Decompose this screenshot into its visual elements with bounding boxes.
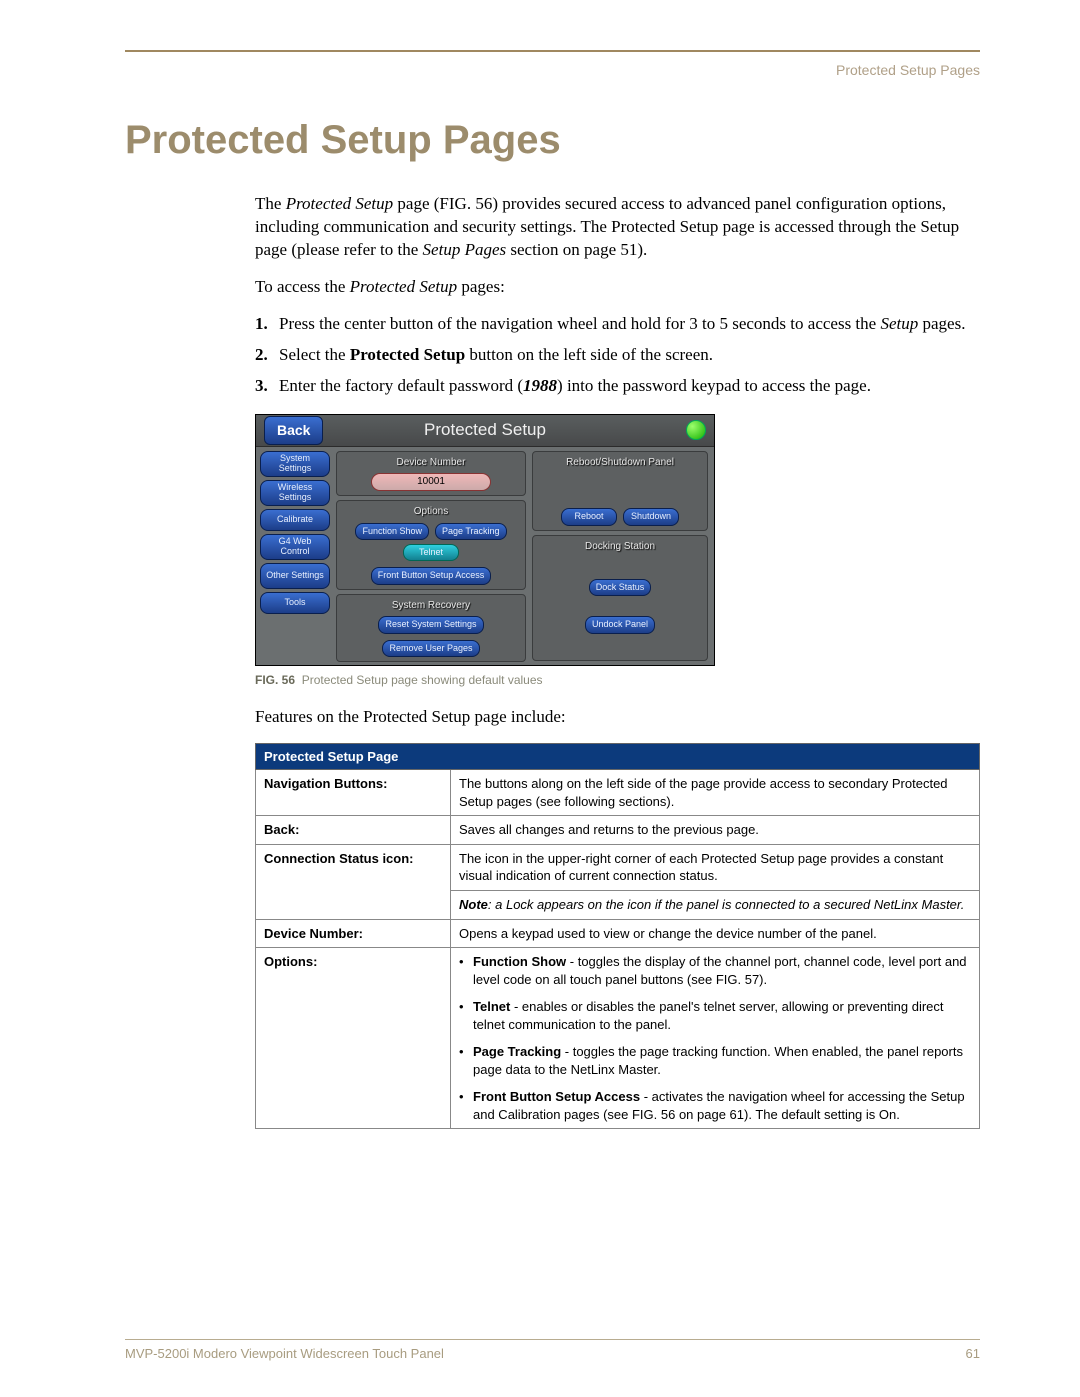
docking-label: Docking Station <box>585 540 655 554</box>
screenshot-title: Protected Setup <box>256 419 714 442</box>
step-2: 2. Select the Protected Setup button on … <box>255 344 980 367</box>
header-rule <box>125 50 980 52</box>
sidebar-tools[interactable]: Tools <box>260 592 330 614</box>
table-row: Device Number: Opens a keypad used to vi… <box>256 919 980 948</box>
row-back-label: Back: <box>256 816 451 845</box>
page-footer: MVP-5200i Modero Viewpoint Widescreen To… <box>125 1339 980 1361</box>
options-group: Options Function Show Page Tracking Teln… <box>336 500 526 590</box>
footer-page: 61 <box>966 1346 980 1361</box>
sidebar-system-settings[interactable]: System Settings <box>260 451 330 477</box>
row-conn-text: The icon in the upper-right corner of ea… <box>451 844 980 890</box>
figure-56: Back Protected Setup System Settings Wir… <box>255 414 980 688</box>
row-options-label: Options: <box>256 948 451 1129</box>
device-number-group: Device Number 10001 <box>336 451 526 497</box>
row-devnum-label: Device Number: <box>256 919 451 948</box>
table-row: Back: Saves all changes and returns to t… <box>256 816 980 845</box>
sidebar-g4-web-control[interactable]: G4 Web Control <box>260 534 330 560</box>
row-conn-label: Connection Status icon: <box>256 844 451 919</box>
step-1: 1. Press the center button of the naviga… <box>255 313 980 336</box>
system-recovery-group: System Recovery Reset System Settings Re… <box>336 594 526 662</box>
row-options-cell: •Function Show - toggles the display of … <box>451 948 980 1129</box>
undock-panel-button[interactable]: Undock Panel <box>585 616 655 633</box>
running-head: Protected Setup Pages <box>125 62 980 78</box>
shutdown-button[interactable]: Shutdown <box>623 508 679 525</box>
option-item: •Function Show - toggles the display of … <box>459 953 971 988</box>
features-intro: Features on the Protected Setup page inc… <box>255 706 980 729</box>
row-devnum-text: Opens a keypad used to view or change th… <box>451 919 980 948</box>
telnet-button[interactable]: Telnet <box>403 544 459 561</box>
remove-user-pages-button[interactable]: Remove User Pages <box>382 640 479 657</box>
options-label: Options <box>414 505 448 519</box>
sidebar-other-settings[interactable]: Other Settings <box>260 563 330 589</box>
sidebar-wireless-settings[interactable]: Wireless Settings <box>260 480 330 506</box>
option-item: •Telnet - enables or disables the panel'… <box>459 998 971 1033</box>
table-header: Protected Setup Page <box>256 743 980 770</box>
table-row: Options: •Function Show - toggles the di… <box>256 948 980 1129</box>
figure-caption: FIG. 56 Protected Setup page showing def… <box>255 672 980 688</box>
system-recovery-label: System Recovery <box>392 599 470 613</box>
docking-group: Docking Station Dock Status Undock Panel <box>532 535 708 661</box>
sidebar-calibrate[interactable]: Calibrate <box>260 509 330 531</box>
row-nav-label: Navigation Buttons: <box>256 770 451 816</box>
option-item: •Front Button Setup Access - activates t… <box>459 1088 971 1123</box>
screenshot: Back Protected Setup System Settings Wir… <box>255 414 715 666</box>
reboot-label: Reboot/Shutdown Panel <box>566 456 674 470</box>
device-number-field[interactable]: 10001 <box>371 473 491 491</box>
front-button-setup-button[interactable]: Front Button Setup Access <box>371 567 492 584</box>
page-tracking-button[interactable]: Page Tracking <box>435 523 507 540</box>
step-3: 3. Enter the factory default password (1… <box>255 375 980 398</box>
option-item: •Page Tracking - toggles the page tracki… <box>459 1043 971 1078</box>
reset-system-button[interactable]: Reset System Settings <box>378 616 483 633</box>
reboot-button[interactable]: Reboot <box>561 508 617 525</box>
intro-p2: To access the Protected Setup pages: <box>255 276 980 299</box>
reboot-group: Reboot/Shutdown Panel Reboot Shutdown <box>532 451 708 531</box>
footer-product: MVP-5200i Modero Viewpoint Widescreen To… <box>125 1346 444 1361</box>
row-conn-note: Note: a Lock appears on the icon if the … <box>451 890 980 919</box>
intro-p1: The Protected Setup page (FIG. 56) provi… <box>255 193 980 262</box>
table-row: Navigation Buttons: The buttons along on… <box>256 770 980 816</box>
page-title: Protected Setup Pages <box>125 118 980 163</box>
row-back-text: Saves all changes and returns to the pre… <box>451 816 980 845</box>
sidebar: System Settings Wireless Settings Calibr… <box>256 447 334 665</box>
device-number-label: Device Number <box>397 456 466 470</box>
connection-status-icon <box>686 420 706 440</box>
steps-list: 1. Press the center button of the naviga… <box>255 313 980 398</box>
function-show-button[interactable]: Function Show <box>355 523 429 540</box>
features-table: Protected Setup Page Navigation Buttons:… <box>255 743 980 1130</box>
row-nav-text: The buttons along on the left side of th… <box>451 770 980 816</box>
table-row: Connection Status icon: The icon in the … <box>256 844 980 890</box>
dock-status-button[interactable]: Dock Status <box>589 579 652 596</box>
back-button[interactable]: Back <box>264 416 323 445</box>
